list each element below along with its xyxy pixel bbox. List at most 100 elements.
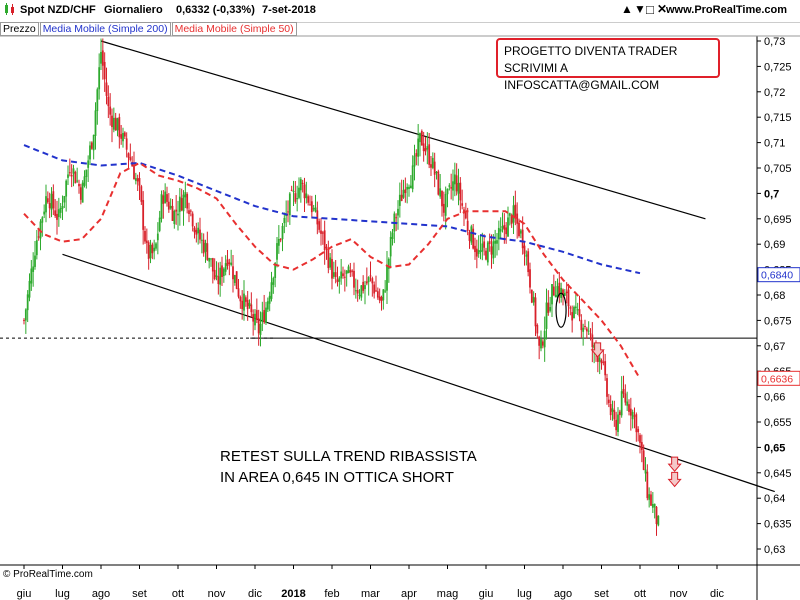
candle-body	[518, 222, 520, 236]
candle-body	[536, 325, 539, 334]
candle-body	[265, 307, 267, 323]
candle-body	[496, 240, 498, 244]
candle-body	[406, 186, 409, 190]
candle-body	[477, 250, 480, 255]
candle-body	[380, 297, 383, 302]
candle-body	[32, 266, 35, 272]
y-tick-label: 0,695	[764, 214, 792, 226]
candle-body	[63, 196, 66, 203]
down-arrow-icon[interactable]: ▼	[634, 2, 646, 16]
candle-body	[547, 302, 550, 313]
candle-body	[611, 408, 614, 412]
candle-body	[107, 96, 110, 107]
y-tick-label: 0,66	[764, 392, 785, 404]
candle-body	[323, 230, 326, 251]
candle-body	[224, 263, 227, 272]
candle-body	[287, 211, 289, 213]
candle-body	[444, 193, 447, 216]
candle-body	[228, 262, 231, 265]
candle-body	[567, 289, 570, 307]
candle-body	[184, 192, 187, 198]
up-arrow-icon[interactable]: ▲	[621, 2, 633, 16]
candle-body	[655, 506, 658, 525]
candle-body	[382, 289, 385, 301]
candle-body	[353, 270, 355, 288]
candle-body	[79, 187, 82, 200]
candle-body	[475, 248, 478, 257]
candle-body	[653, 503, 656, 508]
candle-body	[549, 307, 552, 311]
y-tick-label: 0,705	[764, 163, 792, 175]
candle-body	[112, 117, 115, 130]
candle-body	[325, 246, 328, 249]
candle-body	[241, 300, 244, 310]
candle-body	[76, 180, 79, 182]
candle-body	[52, 191, 55, 209]
candle-body	[492, 241, 495, 259]
candle-body	[70, 174, 73, 177]
candle-body	[268, 295, 271, 304]
candle-body	[439, 188, 442, 197]
y-tick-label: 0,64	[764, 493, 785, 505]
candle-body	[364, 285, 366, 290]
candle-body	[644, 469, 647, 474]
candle-body	[250, 304, 253, 313]
candle-body	[153, 247, 156, 252]
y-tick-label: 0,63	[764, 544, 785, 556]
candle-body	[34, 255, 36, 267]
candle-body	[303, 184, 306, 199]
candle-body	[290, 189, 293, 191]
y-tick-label: 0,645	[764, 468, 792, 480]
candle-body	[607, 399, 610, 404]
candle-body	[257, 318, 260, 334]
candle-body	[428, 144, 431, 165]
candle-body	[628, 404, 630, 412]
x-tick-label: ott	[634, 588, 646, 600]
candle-body	[602, 361, 605, 363]
candle-body	[532, 296, 535, 303]
candle-body	[48, 203, 51, 209]
candle-body	[543, 330, 546, 348]
candle-body	[301, 182, 304, 184]
candle-body	[61, 205, 64, 209]
candle-body	[230, 262, 233, 265]
candle-body	[466, 220, 469, 231]
candle-body	[222, 268, 225, 277]
copyright-footer: © ProRealTime.com	[3, 569, 93, 580]
candle-body	[54, 210, 57, 216]
candle-body	[600, 360, 603, 364]
candle-body	[219, 267, 222, 285]
candle-body	[397, 208, 399, 216]
candle-body	[116, 118, 119, 131]
x-tick-label: giu	[17, 588, 32, 600]
candle-body	[56, 213, 58, 220]
candle-body	[622, 389, 625, 394]
candle-body	[233, 275, 236, 283]
candle-body	[452, 181, 454, 191]
note-line-2: IN AREA 0,645 IN OTTICA SHORT	[220, 469, 454, 486]
legend-ma50[interactable]: Media Mobile (Simple 50)	[171, 22, 297, 36]
maximize-icon[interactable]: □	[646, 2, 654, 17]
candle-body	[145, 240, 148, 243]
candle-body	[103, 61, 106, 80]
candle-body	[162, 195, 165, 204]
candle-body	[342, 273, 344, 277]
candle-body	[213, 269, 216, 280]
candle-body	[525, 254, 528, 257]
legend-price[interactable]: Prezzo	[0, 22, 39, 36]
candle-body	[281, 225, 284, 240]
candle-body	[650, 494, 652, 506]
close-icon[interactable]: ✕	[657, 2, 668, 16]
candle-body	[488, 241, 491, 244]
x-tick-label: feb	[324, 588, 339, 600]
price-label-text: 0,6840	[761, 270, 793, 282]
candle-body	[646, 471, 649, 499]
candle-body	[470, 226, 473, 243]
candle-body	[615, 419, 618, 431]
candle-body	[111, 115, 113, 128]
symbol-title: Spot NZD/CHF	[20, 4, 96, 16]
candlestick-icon	[3, 2, 17, 19]
candle-body	[329, 257, 332, 268]
x-tick-label: lug	[517, 588, 532, 600]
legend-ma200[interactable]: Media Mobile (Simple 200)	[39, 22, 171, 36]
